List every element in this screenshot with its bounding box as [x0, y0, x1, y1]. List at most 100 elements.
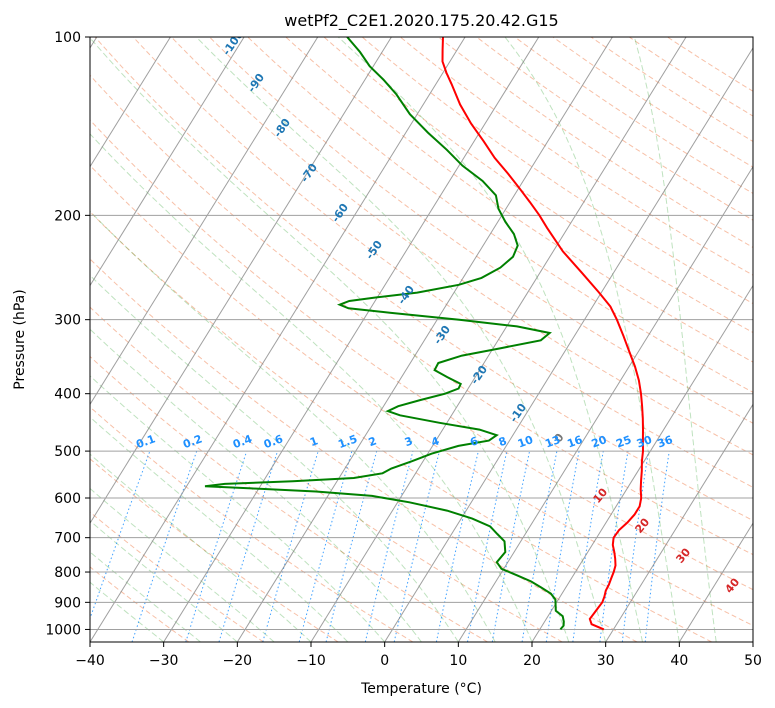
moist-adiabat-line: [337, 37, 643, 642]
mixing-ratio-line: [599, 451, 629, 642]
mixing-ratio-line: [262, 450, 319, 642]
dry-adiabat-line: [90, 211, 712, 642]
moist-adiabat-line: [504, 37, 680, 642]
y-tick-label: 800: [54, 565, 81, 581]
mixing-ratio-label: 3: [403, 434, 415, 449]
mixing-ratio-line: [572, 451, 604, 642]
isobar-gridlines: [90, 37, 753, 630]
mixing-ratio-line: [185, 450, 248, 642]
dry-adiabat-line: [590, 37, 753, 143]
isotherm-line: [90, 37, 245, 287]
mixing-ratio-label: 16: [565, 433, 584, 451]
dry-adiabat-line: [90, 511, 264, 642]
mixing-ratio-label: 36: [656, 433, 675, 451]
mixing-ratio-label: 0.2: [181, 432, 204, 451]
isotherm-line: [384, 46, 753, 642]
sounding-profiles: [204, 37, 645, 631]
moist-adiabat-line: [633, 37, 717, 642]
dewpoint-profile-line: [204, 37, 565, 631]
isotherm-line: [90, 37, 319, 406]
moist-adiabat-line: [90, 37, 570, 642]
mixing-ratio-label: 20: [590, 433, 609, 451]
skewed-isotherms: [90, 37, 753, 642]
mixing-ratio-label: 0.1: [134, 432, 157, 451]
y-tick-label: 400: [54, 387, 81, 403]
mixing-ratio-label: 1.5: [336, 432, 359, 451]
dry-adiabat-line: [94, 37, 753, 522]
moist-adiabat-line: [90, 274, 459, 642]
y-tick-label: 300: [54, 313, 81, 329]
isotherm-line: [90, 37, 171, 168]
moist-adiabat-line: [195, 37, 607, 642]
plot-area: -100-90-80-70-60-50-40-30-20-10010203040…: [90, 37, 753, 642]
dry-adiabat-line: [90, 164, 753, 627]
dry-adiabats: [90, 37, 753, 642]
x-tick-label: 20: [523, 653, 541, 669]
moist-adiabat-line: [90, 453, 312, 642]
dry-adiabat-line: [90, 258, 638, 642]
mixing-ratio-label: 8: [497, 434, 509, 449]
x-tick-label: 30: [597, 653, 615, 669]
x-tick-label: 40: [670, 653, 688, 669]
y-axis: 100 200 300 400 500 600 700 800 900 1000: [45, 30, 90, 638]
mixing-ratio-label: 13: [543, 433, 562, 450]
x-axis-title: Temperature (°C): [360, 681, 482, 697]
isotherm-line: [605, 403, 753, 642]
isotherm-line: [90, 37, 392, 525]
mixing-ratio-line: [298, 450, 353, 642]
isotherm-line: [90, 37, 466, 642]
moist-adiabat-line: [90, 133, 533, 642]
y-tick-label: 200: [54, 208, 81, 224]
mixing-ratio-label: 0.4: [231, 432, 254, 451]
y-tick-label: 100: [54, 30, 81, 46]
dry-adiabat-line: [476, 37, 753, 221]
dry-adiabat-line: [361, 37, 753, 305]
y-tick-label: 600: [54, 491, 81, 507]
mixing-ratio-line: [364, 450, 414, 642]
y-tick-label: 1000: [45, 622, 81, 638]
dry-adiabat-line: [90, 119, 753, 591]
y-axis-title: Pressure (hPa): [12, 289, 28, 389]
x-tick-label: −30: [149, 653, 179, 669]
plot-frame: [89, 36, 754, 643]
dry-adiabat-line: [90, 306, 563, 642]
isotherm-line: [310, 37, 687, 642]
isotherm-line: [678, 522, 753, 642]
moist-adiabats: [90, 37, 717, 642]
dry-adiabat-line: [552, 37, 753, 168]
moist-adiabat-line: [90, 210, 496, 642]
dry-adiabat-line: [247, 37, 753, 393]
mixing-ratio-label: 2: [367, 434, 379, 449]
y-tick-label: 700: [54, 531, 81, 547]
moist-adiabat-line: [90, 328, 422, 642]
x-tick-label: 0: [380, 653, 389, 669]
dry-adiabat-line: [90, 458, 339, 642]
isotherm-line: [236, 37, 613, 642]
mixing-ratio-label: 10: [516, 433, 535, 451]
dry-adiabat-line: [90, 74, 753, 556]
mixing-ratio-line: [90, 450, 151, 620]
mixing-ratio-label: 6: [468, 434, 480, 449]
mixing-ratio-line: [644, 451, 670, 642]
temperature-profile-line: [441, 37, 645, 631]
mixing-ratio-label: 4: [429, 434, 441, 449]
x-axis: −40 −30 −20 −10 0 10 20 30 40 50: [75, 642, 762, 669]
x-tick-label: 10: [449, 653, 467, 669]
dry-adiabat-line: [209, 37, 753, 424]
mixing-ratio-label: 25: [614, 433, 633, 450]
mixing-ratio-label: 1: [308, 434, 320, 449]
x-tick-label: 50: [744, 653, 762, 669]
dry-adiabat-line: [171, 37, 753, 456]
x-tick-label: −10: [296, 653, 326, 669]
isotherm-line: [457, 165, 753, 642]
isotherm-line: [531, 284, 753, 642]
y-tick-label: 500: [54, 444, 81, 460]
x-tick-label: −20: [223, 653, 253, 669]
mixing-ratio-label: 0.6: [262, 432, 285, 451]
mixing-ratio-line: [131, 450, 198, 642]
dry-adiabat-line: [438, 37, 753, 248]
mixing-ratio-label: 30: [635, 433, 654, 451]
dry-adiabat-line: [285, 37, 753, 363]
mixing-ratio-line: [218, 450, 279, 642]
